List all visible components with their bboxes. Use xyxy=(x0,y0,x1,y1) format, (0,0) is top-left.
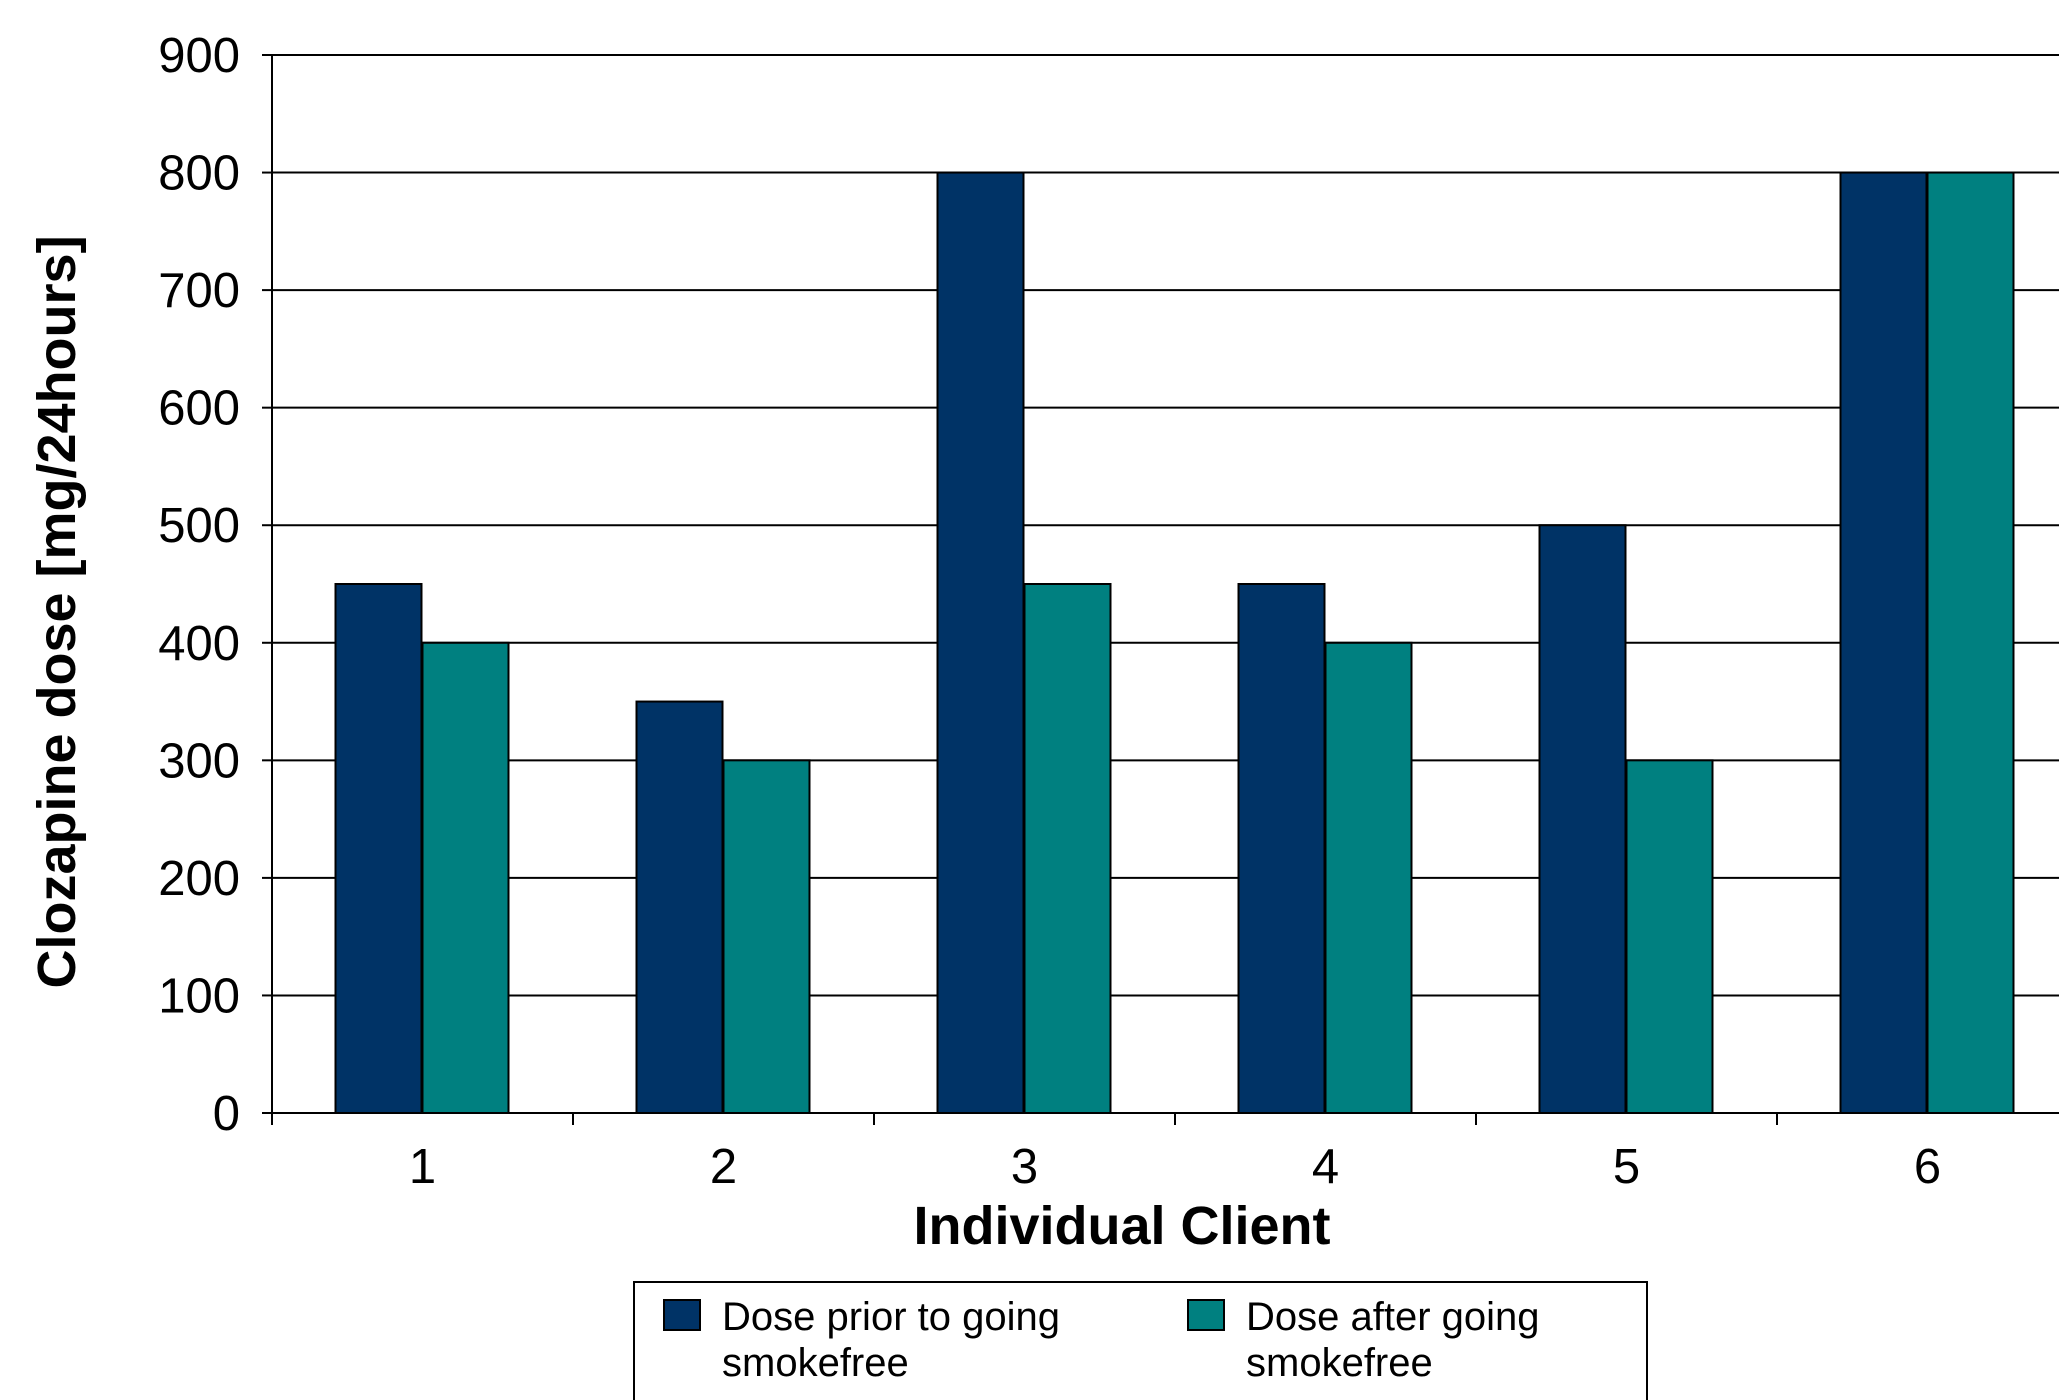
y-tick-label: 600 xyxy=(158,382,240,436)
legend-label-after: Dose after going xyxy=(1246,1295,1540,1339)
y-tick-label: 400 xyxy=(158,617,240,671)
bar-prior-client-1 xyxy=(334,583,423,1114)
axes xyxy=(271,55,2059,1125)
x-tick-labels: 1 2 3 4 5 6 xyxy=(409,1140,1941,1194)
bar-after-client-1 xyxy=(421,641,510,1114)
gridlines xyxy=(262,54,2059,1114)
bar-prior-client-6 xyxy=(1839,171,1928,1115)
y-tick-label: 0 xyxy=(213,1087,240,1141)
bar-after-client-5 xyxy=(1625,759,1714,1114)
legend-label-after: smokefree xyxy=(1246,1341,1433,1385)
legend-swatch-prior xyxy=(663,1299,701,1331)
x-tick-label: 4 xyxy=(1312,1140,1339,1194)
x-tick-label: 2 xyxy=(710,1140,737,1194)
y-tick-labels: 0 100 200 300 400 500 600 700 800 900 xyxy=(158,29,240,1141)
y-tick-label: 300 xyxy=(158,734,240,788)
legend-label-prior: Dose prior to going xyxy=(722,1295,1060,1339)
y-tick-label: 900 xyxy=(158,29,240,83)
bar-after-client-6 xyxy=(1926,171,2015,1115)
bar-after-client-4 xyxy=(1324,641,1413,1114)
y-tick-label: 800 xyxy=(158,147,240,201)
bar-prior-client-4 xyxy=(1237,583,1326,1114)
y-tick-label: 500 xyxy=(158,499,240,553)
y-tick-label: 700 xyxy=(158,264,240,318)
bar-prior-client-3 xyxy=(936,171,1025,1115)
x-tick-label: 3 xyxy=(1011,1140,1038,1194)
x-tick-label: 1 xyxy=(409,1140,436,1194)
x-axis-title: Individual Client xyxy=(913,1196,1330,1256)
x-tick-label: 5 xyxy=(1613,1140,1640,1194)
y-tick-label: 200 xyxy=(158,852,240,906)
legend-swatch-after xyxy=(1187,1299,1225,1331)
bar-after-client-2 xyxy=(722,759,811,1114)
y-axis-title: Clozapine dose [mg/24hours] xyxy=(27,235,87,988)
x-tick-label: 6 xyxy=(1914,1140,1941,1194)
bars xyxy=(334,171,2015,1115)
bar-prior-client-2 xyxy=(635,700,724,1114)
y-tick-label: 100 xyxy=(158,969,240,1023)
bar-after-client-3 xyxy=(1023,583,1112,1114)
legend-box xyxy=(633,1281,1648,1400)
legend-label-prior: smokefree xyxy=(722,1341,909,1385)
bar-prior-client-5 xyxy=(1538,524,1627,1114)
